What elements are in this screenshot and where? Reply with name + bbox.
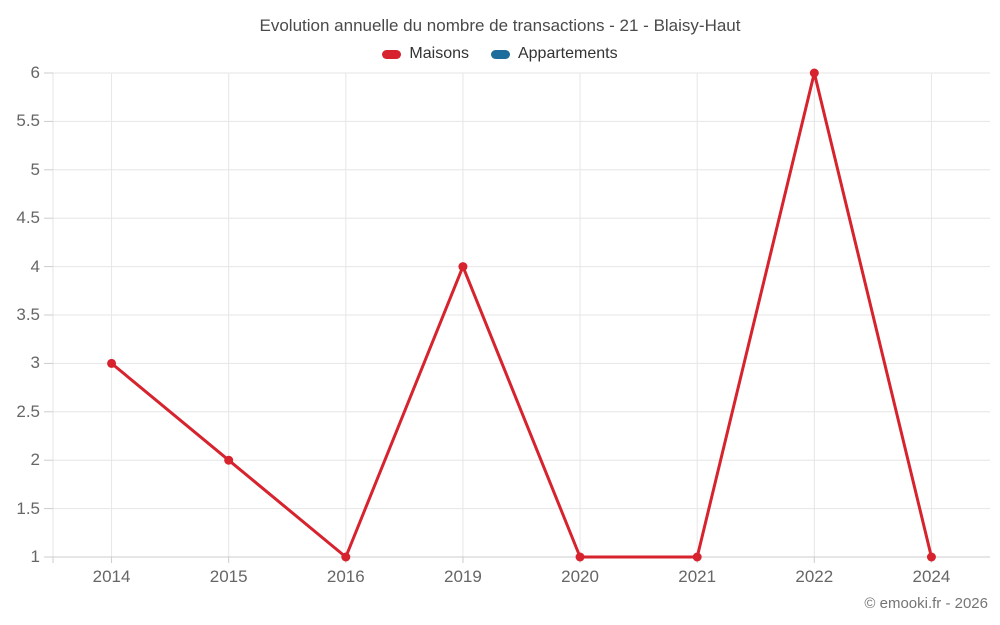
data-point-maisons xyxy=(692,552,702,562)
y-tick-label: 4.5 xyxy=(16,208,40,228)
x-tick-label: 2020 xyxy=(561,567,599,586)
appartements-swatch-icon xyxy=(490,49,510,59)
data-point-maisons xyxy=(809,68,819,78)
data-point-maisons xyxy=(341,552,351,562)
data-point-maisons xyxy=(107,358,117,368)
x-tick-label: 2024 xyxy=(912,567,951,586)
x-tick-label: 2021 xyxy=(678,567,717,586)
data-point-maisons xyxy=(458,262,468,272)
legend-item-appartements[interactable]: Appartements xyxy=(490,45,618,63)
x-tick-label: 2019 xyxy=(444,567,482,586)
x-tick-label: 2015 xyxy=(209,567,248,586)
legend-label-maisons: Maisons xyxy=(409,45,469,62)
y-tick-label: 5.5 xyxy=(16,111,40,131)
data-point-maisons xyxy=(575,552,585,562)
y-tick-label: 3.5 xyxy=(16,305,40,324)
y-tick-label: 5 xyxy=(30,159,40,179)
legend-label-appartements: Appartements xyxy=(517,45,618,62)
chart-title: Evolution annuelle du nombre de transact… xyxy=(259,16,741,35)
x-tick-label: 2016 xyxy=(326,567,365,586)
maisons-swatch-icon xyxy=(382,49,402,59)
y-tick-label: 6 xyxy=(30,63,40,82)
x-tick-label: 2014 xyxy=(92,567,131,586)
y-tick-label: 4 xyxy=(30,256,40,276)
series-line-maisons xyxy=(110,71,933,559)
data-point-maisons xyxy=(926,552,936,562)
footer-credit: © emooki.fr - 2026 xyxy=(864,595,988,612)
legend-item-maisons[interactable]: Maisons xyxy=(382,45,469,63)
y-tick-label: 1.5 xyxy=(16,498,40,518)
y-tick-label: 2 xyxy=(30,450,40,470)
y-tick-label: 3 xyxy=(30,353,40,373)
legend: Maisons Appartements xyxy=(0,45,1000,63)
y-tick-label: 1 xyxy=(30,547,40,566)
x-tick-label: 2022 xyxy=(795,567,834,586)
y-tick-label: 2.5 xyxy=(16,401,40,421)
data-point-maisons xyxy=(224,455,234,465)
